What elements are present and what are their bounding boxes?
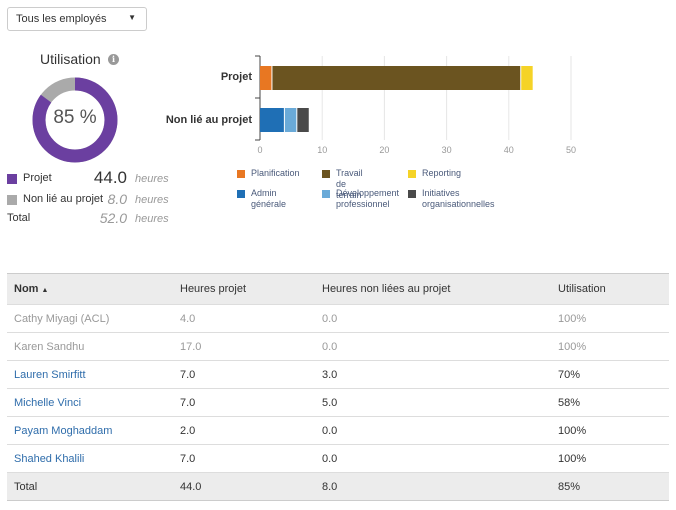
legend-label-line: Reporting (422, 168, 462, 178)
utilisation-donut (32, 77, 118, 163)
utilisation-cell: 70% (551, 360, 669, 389)
non-project-hours-cell: 0.0 (315, 332, 551, 361)
legend-swatch (237, 170, 245, 178)
bar-segment (260, 108, 284, 132)
legend-value: 52.0 (99, 210, 127, 226)
employee-filter-select[interactable]: Tous les employés ▼ (7, 7, 147, 31)
x-tick-label: 40 (504, 145, 514, 155)
utilisation-legend-project: Projet 44.0 heures (7, 168, 169, 187)
utilisation-cell: 100% (551, 332, 669, 361)
legend-label: Projet (23, 172, 52, 184)
legend-label: Admin générale (251, 188, 286, 210)
x-tick-label: 30 (442, 145, 452, 155)
bar-segment (272, 66, 521, 90)
legend-label: Développement professionnel (336, 188, 399, 210)
utilisation-cell: 58% (551, 388, 669, 417)
legend-swatch-project (7, 174, 17, 184)
legend-value: 44.0 (93, 168, 127, 187)
legend-label-line: Travail de terrain (336, 168, 363, 200)
employee-name-link[interactable]: Karen Sandhu (7, 332, 173, 361)
legend-value: 8.0 (107, 191, 127, 207)
legend-label-line: Planification (251, 168, 300, 178)
bar-segment (521, 66, 533, 90)
legend-swatch (408, 170, 416, 178)
x-tick-label: 20 (379, 145, 389, 155)
project-hours-cell: 7.0 (173, 360, 315, 389)
total-utilisation: 85% (551, 472, 669, 501)
table-total-row: Total 44.0 8.0 85% (7, 472, 669, 501)
utilisation-legend-non-project: Non lié au projet 8.0 heures (7, 191, 169, 208)
legend-unit: heures (135, 194, 169, 206)
legend-swatch (237, 190, 245, 198)
legend-label-line: professionnel (336, 199, 390, 209)
legend-swatch (322, 170, 330, 178)
project-hours-cell: 7.0 (173, 388, 315, 417)
x-tick-label: 50 (566, 145, 576, 155)
legend-unit: heures (135, 213, 169, 225)
utilisation-legend-total: Total 52.0 heures (7, 210, 169, 227)
legend-label-line: Admin générale (251, 188, 287, 209)
total-non-project-hours: 8.0 (315, 472, 551, 501)
bar-segment (297, 108, 309, 132)
employee-name-link[interactable]: Michelle Vinci (7, 388, 173, 417)
chevron-down-icon: ▼ (128, 13, 136, 22)
hours-bar-chart: 0 10 20 30 40 50 Projet Non lié au projet (166, 55, 576, 155)
employee-name-link[interactable]: Shahed Khalili (7, 444, 173, 473)
table-row: Payam Moghaddam 2.0 0.0 100% (7, 416, 669, 445)
table-row: Shahed Khalili 7.0 0.0 100% (7, 444, 669, 473)
non-project-hours-cell: 5.0 (315, 388, 551, 417)
table-row: Karen Sandhu 17.0 0.0 100% (7, 332, 669, 361)
column-header-project-hours[interactable]: Heures projet (173, 273, 315, 305)
legend-label-line: Développement (336, 188, 400, 198)
legend-label-line: Initiatives (422, 188, 460, 198)
column-header-utilisation[interactable]: Utilisation (551, 273, 669, 305)
x-tick-label: 0 (257, 145, 262, 155)
non-project-hours-cell: 0.0 (315, 416, 551, 445)
table-row: Michelle Vinci 7.0 5.0 58% (7, 388, 669, 417)
legend-label: Total (7, 212, 31, 224)
legend-label: Travail de terrain (336, 168, 363, 201)
employee-filter-value: Tous les employés (16, 13, 107, 25)
non-project-hours-cell: 0.0 (315, 444, 551, 473)
x-tick-label: 10 (317, 145, 327, 155)
bar-segment (284, 108, 297, 132)
non-project-hours-cell: 0.0 (315, 304, 551, 333)
legend-label: Planification (251, 168, 300, 179)
table-row: Cathy Miyagi (ACL) 4.0 0.0 100% (7, 304, 669, 333)
legend-unit: heures (135, 173, 169, 185)
total-label: Total (7, 472, 173, 501)
project-hours-cell: 4.0 (173, 304, 315, 333)
utilisation-cell: 100% (551, 444, 669, 473)
utilisation-cell: 100% (551, 304, 669, 333)
bar-segment (260, 66, 272, 90)
legend-label-line: organisationnelles (422, 199, 495, 209)
column-header-non-project-hours[interactable]: Heures non liées au projet (315, 273, 551, 305)
sort-asc-icon[interactable]: ▲ (41, 287, 49, 294)
utilisation-cell: 100% (551, 416, 669, 445)
table-row: Lauren Smirfitt 7.0 3.0 70% (7, 360, 669, 389)
info-icon[interactable]: i (108, 54, 119, 65)
donut-project-arc (32, 77, 118, 163)
total-project-hours: 44.0 (173, 472, 315, 501)
non-project-hours-cell: 3.0 (315, 360, 551, 389)
utilisation-title: Utilisation (40, 51, 101, 67)
utilisation-percent: 85 % (53, 107, 97, 128)
legend-label: Initiatives organisationnelles (422, 188, 495, 210)
employee-name-link[interactable]: Payam Moghaddam (7, 416, 173, 445)
legend-swatch-non-project (7, 195, 17, 205)
legend-label: Reporting (422, 168, 461, 179)
column-header-name[interactable]: Nom ▲ (7, 273, 173, 305)
project-hours-cell: 17.0 (173, 332, 315, 361)
project-hours-cell: 2.0 (173, 416, 315, 445)
legend-swatch (322, 190, 330, 198)
project-hours-cell: 7.0 (173, 444, 315, 473)
category-label: Projet (221, 71, 253, 83)
employee-name-link[interactable]: Lauren Smirfitt (7, 360, 173, 389)
legend-swatch (408, 190, 416, 198)
employee-name-link[interactable]: Cathy Miyagi (ACL) (7, 304, 173, 333)
legend-label: Non lié au projet (23, 193, 104, 205)
category-label: Non lié au projet (166, 114, 253, 126)
employee-table: Nom ▲ Heures projet Heures non liées au p… (7, 273, 669, 501)
table-header-row: Nom ▲ Heures projet Heures non liées au p… (7, 273, 669, 305)
